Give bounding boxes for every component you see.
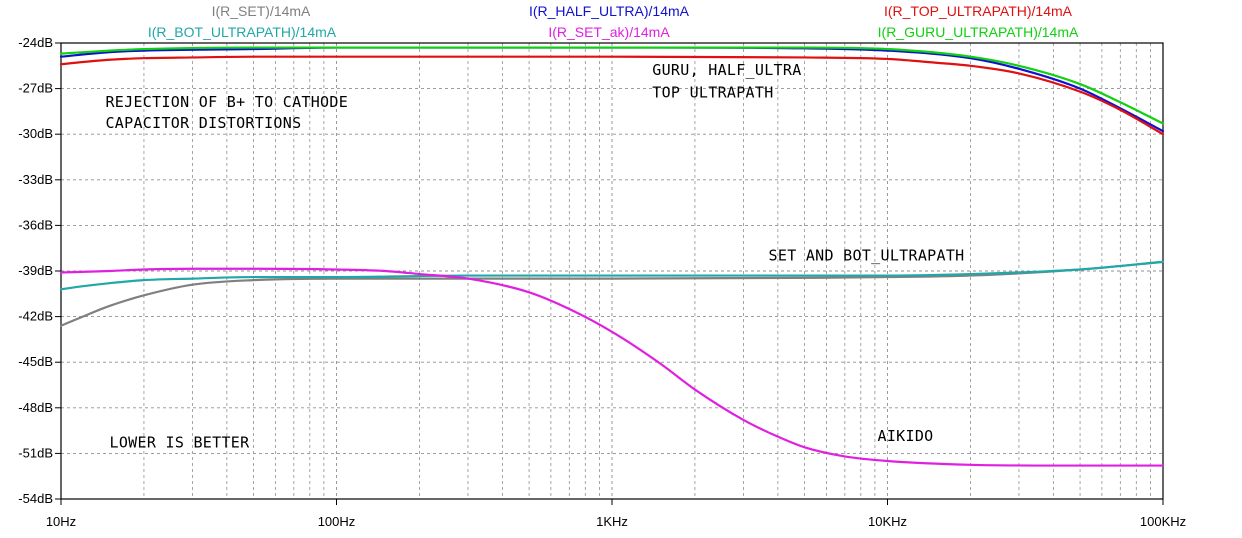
x-tick-label: 1KHz <box>596 514 628 529</box>
y-tick-label: -54dB <box>18 491 53 506</box>
annotation-label: CAPACITOR DISTORTIONS <box>105 114 301 132</box>
y-tick-label: -30dB <box>18 126 53 141</box>
y-tick-label: -39dB <box>18 263 53 278</box>
x-tick-label: 10Hz <box>46 514 76 529</box>
legend-entry: I(R_GURU_ULTRAPATH)/14mA <box>878 24 1079 40</box>
y-tick-label: -27dB <box>18 81 53 96</box>
x-tick-label: 100Hz <box>318 514 356 529</box>
series-line-r-guru-ultrapath <box>59 46 1165 125</box>
y-tick-label: -36dB <box>18 217 53 232</box>
legend-entry: I(R_TOP_ULTRAPATH)/14mA <box>884 3 1073 19</box>
annotation-label: GURU, HALF_ULTRA <box>652 61 801 79</box>
legend-entry: I(R_HALF_ULTRA)/14mA <box>529 3 690 19</box>
annotation-label: AIKIDO <box>878 427 934 445</box>
series-layer <box>59 46 1165 467</box>
x-tick-label: 10KHz <box>868 514 907 529</box>
legend-entry: I(R_SET_ak)/14mA <box>548 24 670 40</box>
y-tick-label: -42dB <box>18 309 53 324</box>
legend-entry: I(R_BOT_ULTRAPATH)/14mA <box>148 24 337 40</box>
series-line-r-set <box>59 260 1165 327</box>
y-tick-label: -48dB <box>18 400 53 415</box>
series-line-r-set-ak <box>59 267 1165 467</box>
grid-layer <box>60 42 1164 500</box>
legend: I(R_SET)/14mA I(R_BOT_ULTRAPATH)/14mA I(R_… <box>148 3 1079 40</box>
x-tick-label: 100KHz <box>1140 514 1186 529</box>
y-tick-label: -24dB <box>18 35 53 50</box>
y-tick-label: -33dB <box>18 172 53 187</box>
annotation-label: SET AND BOT_ULTRAPATH <box>769 246 965 264</box>
annotation-label: TOP ULTRAPATH <box>652 84 773 102</box>
y-tick-label: -51dB <box>18 445 53 460</box>
annotation-label: REJECTION OF B+ TO CATHODE <box>105 93 348 111</box>
y-tick-label: -45dB <box>18 354 53 369</box>
annotation-label: LOWER IS BETTER <box>110 433 251 451</box>
legend-entry: I(R_SET)/14mA <box>212 3 311 19</box>
annotations: GURU, HALF_ULTRA TOP ULTRAPATH REJECTION O… <box>105 61 964 451</box>
tick-labels: -24dB -27dB -30dB -33dB -36dB -39dB -42dB -45dB… <box>18 35 1186 529</box>
series-line-r-top-ultrapath <box>59 55 1165 136</box>
